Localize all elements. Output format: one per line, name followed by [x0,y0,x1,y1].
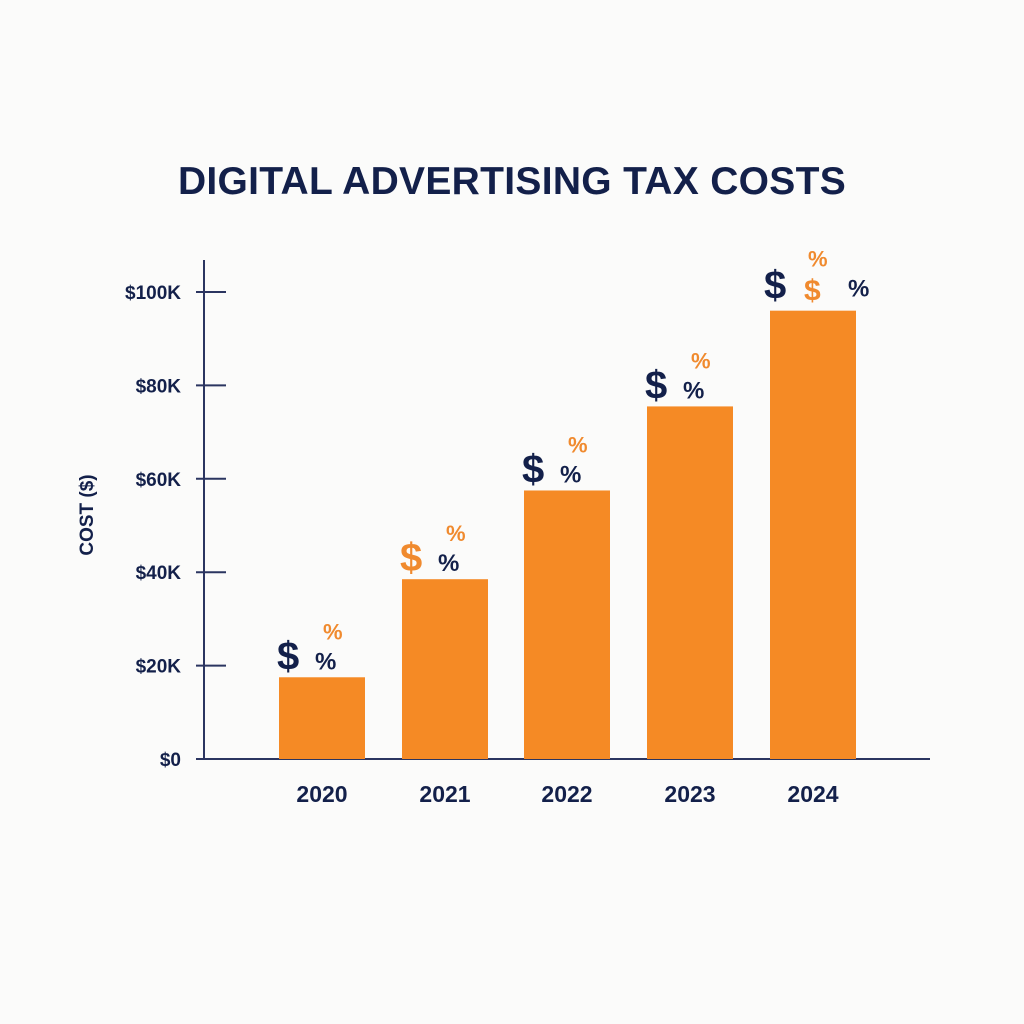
dollar-icon: $ [645,363,667,407]
bar-2020 [279,677,365,759]
y-axis-title: COST ($) [77,474,98,555]
bar-2024 [770,310,856,759]
percent-icon: % [438,550,459,577]
percent-icon: % [315,648,336,675]
bar-2021 [402,579,488,759]
percent-icon: % [323,619,343,644]
x-tick-label: 2022 [541,781,592,807]
percent-icon: % [560,461,581,488]
percent-icon: % [683,377,704,404]
dollar-icon: $ [400,536,422,580]
percent-icon: % [446,521,466,546]
dollar-icon: $ [522,447,544,491]
y-tick-label: $20K [136,657,182,678]
percent-icon: % [568,432,588,457]
x-tick-label: 2024 [787,781,838,807]
x-tick-label: 2020 [296,781,347,807]
percent-icon: % [808,247,828,272]
y-tick-label: $0 [160,750,181,771]
bar-2023 [647,406,733,759]
chart-title: DIGITAL ADVERTISING TAX COSTS [177,160,847,203]
percent-icon: % [848,276,869,303]
x-tick-label: 2021 [419,781,470,807]
dollar-icon: $ [764,264,786,308]
y-tick-label: $60K [136,470,182,491]
y-tick-label: $40K [136,563,182,584]
dollar-icon: $ [277,634,299,678]
bar-2022 [524,490,610,759]
dollar-icon: $ [804,275,821,308]
x-tick-label: 2023 [664,781,715,807]
y-tick-label: $80K [136,376,182,397]
percent-icon: % [691,348,711,373]
y-tick-label: $100K [125,283,181,304]
